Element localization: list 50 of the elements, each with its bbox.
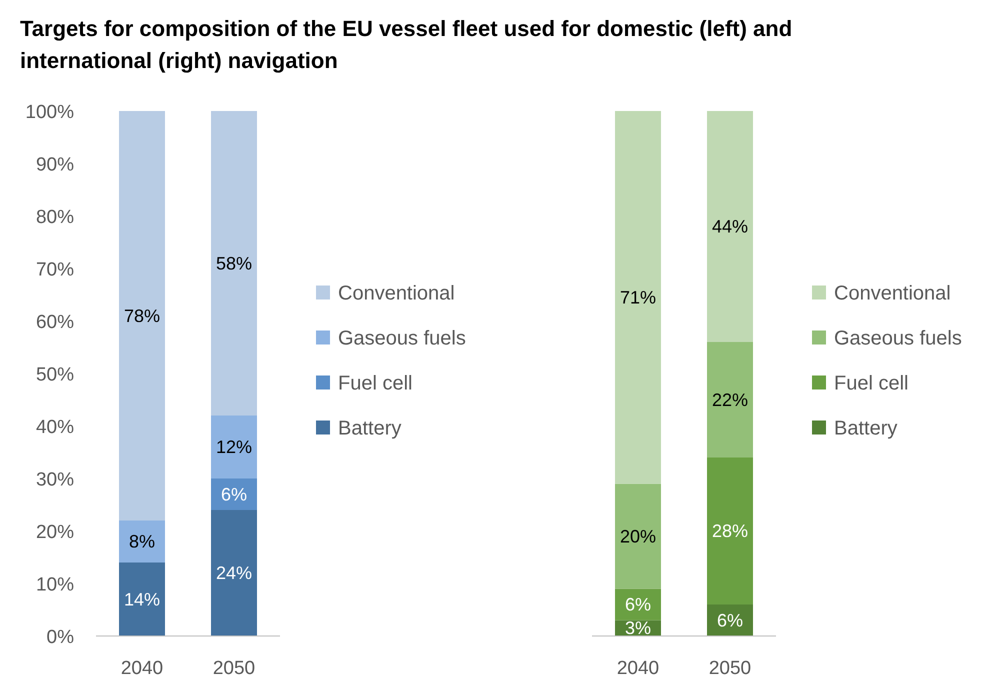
bar — [211, 510, 257, 636]
legend-label: Conventional — [338, 282, 455, 304]
x-tick-label: 2040 — [616, 658, 660, 678]
y-tick-label: 10% — [36, 574, 74, 596]
y-tick-label: 30% — [36, 470, 74, 490]
x-tick-label: 2050 — [212, 658, 256, 678]
y-tick-label: 70% — [36, 260, 74, 280]
bar — [211, 416, 257, 478]
bar — [119, 111, 165, 520]
legend-label: Battery — [834, 418, 898, 440]
y-tick-label: 40% — [36, 417, 74, 438]
y-tick-label: 80% — [36, 207, 74, 228]
legend-label: Fuel cell — [834, 372, 908, 394]
data-label: 20% — [620, 526, 656, 546]
data-label: 71% — [620, 287, 656, 308]
data-label: 58% — [216, 253, 252, 274]
legend-label: Fuel cell — [338, 372, 412, 394]
legend-label: Battery — [338, 418, 402, 440]
bar — [707, 111, 753, 342]
data-label: 44% — [712, 216, 748, 236]
data-label: 6% — [624, 594, 652, 614]
x-tick-label: 2050 — [708, 658, 752, 678]
bar — [615, 484, 661, 589]
bar — [615, 111, 661, 484]
legend-label: Gaseous fuels — [834, 328, 962, 350]
bar — [707, 458, 753, 604]
y-tick-label: 0% — [46, 627, 74, 648]
text: Targets for composition of the EU vessel fleet used for domestic (left) and international (right) navigation — [20, 16, 792, 73]
data-label: 22% — [712, 390, 748, 410]
data-label: 6% — [220, 484, 248, 504]
bar — [119, 520, 165, 562]
data-label: 78% — [124, 306, 160, 326]
x-tick-label: 2040 — [120, 658, 164, 678]
y-tick-label: 50% — [36, 364, 74, 386]
bar — [211, 111, 257, 416]
y-tick-label: 90% — [36, 154, 74, 176]
y-tick-label: 100% — [25, 102, 74, 123]
data-label: 12% — [216, 437, 252, 457]
y-tick-label: 60% — [36, 312, 74, 333]
data-label: 14% — [124, 589, 160, 610]
bar — [707, 342, 753, 458]
data-label: 3% — [624, 618, 652, 638]
data-label: 8% — [128, 532, 156, 552]
legend-label: Gaseous fuels — [338, 328, 466, 350]
bar — [119, 562, 165, 636]
y-tick-label: 20% — [36, 522, 74, 543]
legend-label: Conventional — [834, 282, 951, 304]
data-label: 28% — [712, 521, 748, 541]
data-label: 24% — [216, 563, 252, 583]
data-label: 6% — [716, 610, 744, 630]
